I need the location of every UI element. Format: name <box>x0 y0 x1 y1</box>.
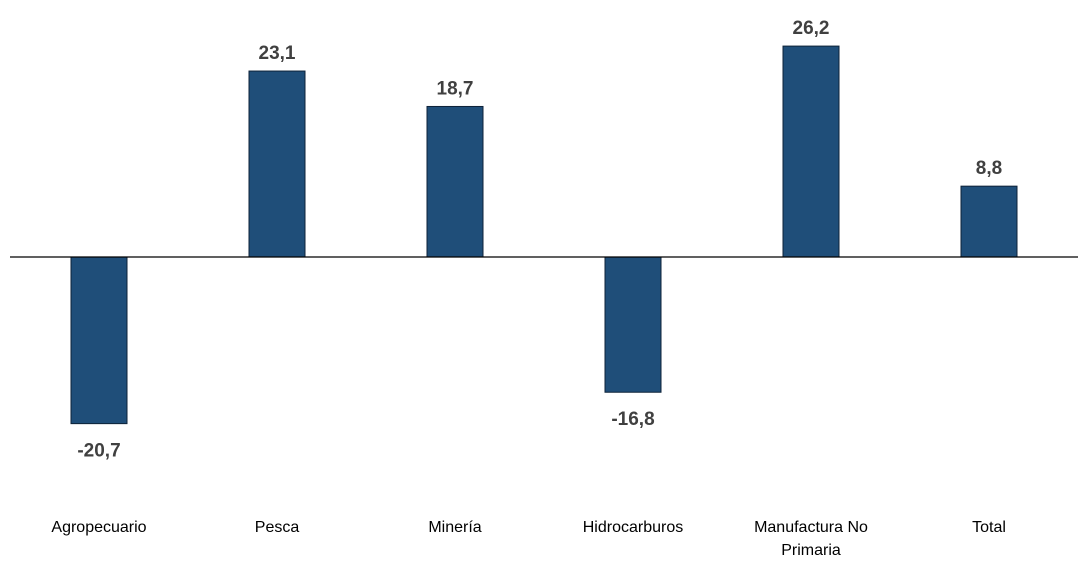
category-labels-group: Agropecuario Pesca Minería Hidrocarburos Man… <box>51 519 1005 559</box>
bar-4 <box>782 45 840 258</box>
bar-5 <box>960 185 1018 258</box>
data-labels-group: -20,7 23,1 18,7 -16,8 26,2 8,8 <box>77 18 1002 462</box>
category-label-line: Hidrocarburos <box>583 519 683 536</box>
category-label-3: Hidrocarburos <box>583 519 683 536</box>
category-label-5: Total <box>972 519 1006 536</box>
category-label-line: Pesca <box>255 519 300 536</box>
category-label-line: Manufactura No <box>754 519 868 536</box>
category-label-1: Pesca <box>255 519 300 536</box>
data-label-1: 23,1 <box>259 43 296 64</box>
bar-3 <box>604 256 662 393</box>
category-label-line: Agropecuario <box>51 519 146 536</box>
data-label-0: -20,7 <box>77 441 120 462</box>
category-label-line: Minería <box>428 519 481 536</box>
bar-1 <box>248 70 306 258</box>
bar-2 <box>426 105 484 258</box>
category-label-2: Minería <box>428 519 481 536</box>
data-label-3: -16,8 <box>611 409 654 430</box>
data-label-4: 26,2 <box>793 18 830 39</box>
data-label-5: 8,8 <box>976 158 1002 179</box>
data-label-2: 18,7 <box>437 78 474 99</box>
bars-group <box>70 45 1018 425</box>
category-label-4: Manufactura No Primaria <box>754 519 868 559</box>
bar-0 <box>70 256 128 425</box>
category-label-line: Primaria <box>781 542 841 559</box>
category-label-line: Total <box>972 519 1006 536</box>
category-label-0: Agropecuario <box>51 519 146 536</box>
